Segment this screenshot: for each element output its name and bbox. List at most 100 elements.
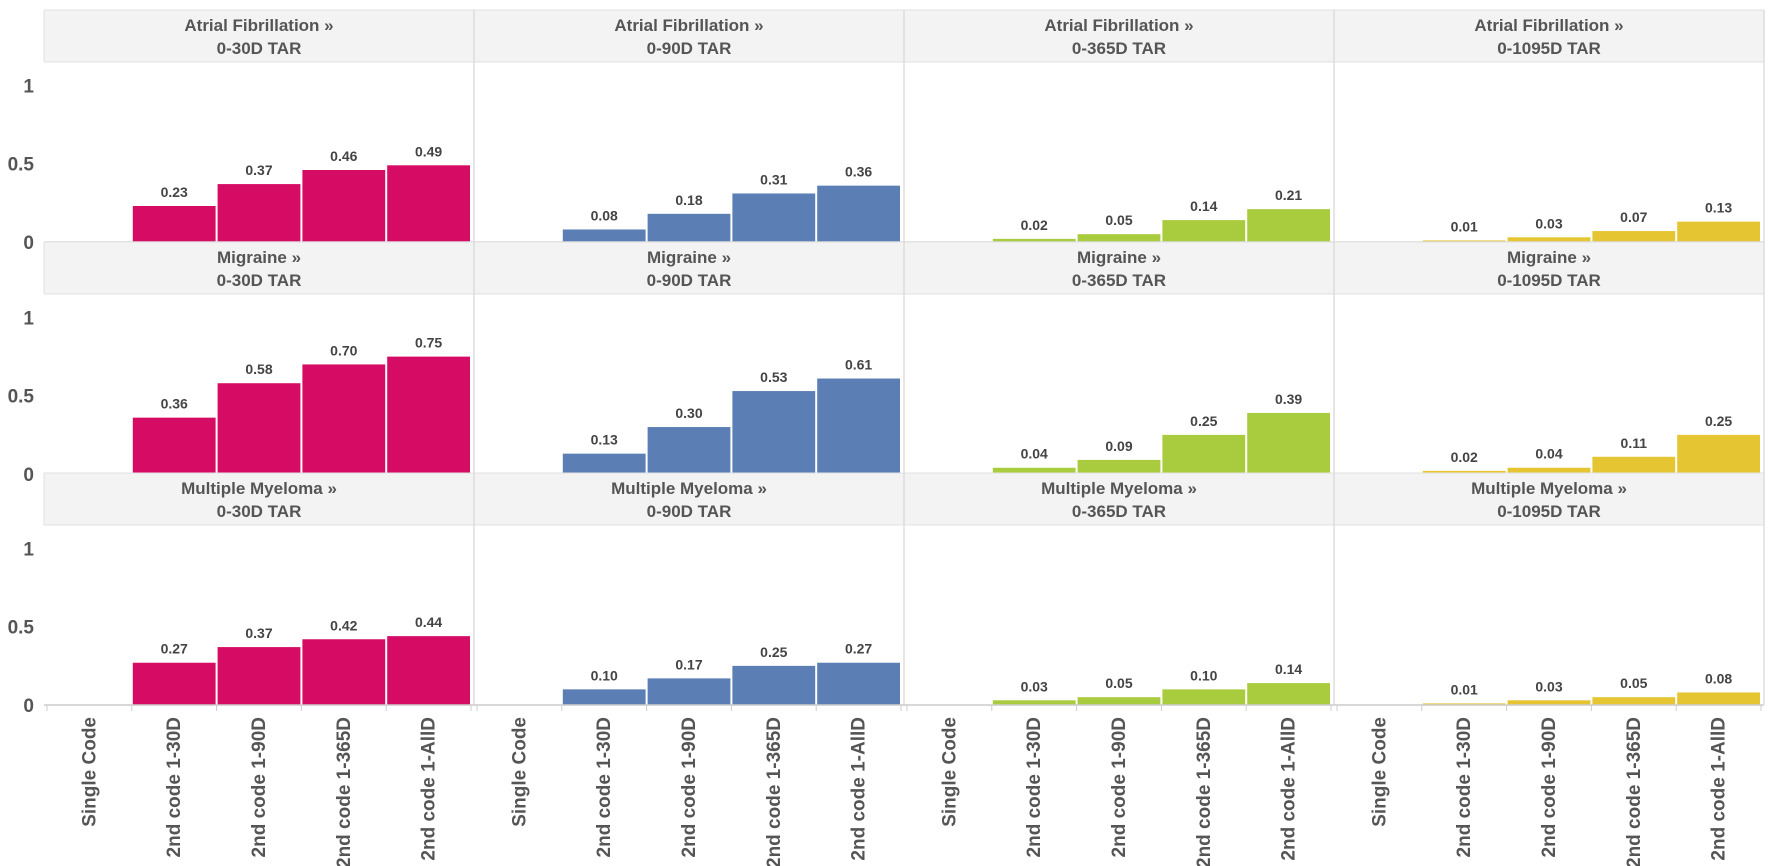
bar-value-label: 0.07 <box>1620 209 1647 225</box>
bar-value-label: 0.18 <box>675 192 702 208</box>
bar <box>387 356 470 474</box>
bar <box>1677 692 1760 705</box>
y-tick-label: 0 <box>23 696 34 717</box>
bar <box>217 383 301 474</box>
bar <box>1247 209 1330 242</box>
bar <box>732 665 816 705</box>
panel-row-title: Multiple Myeloma » <box>611 479 767 498</box>
bar-value-label: 0.13 <box>1705 200 1732 216</box>
bar-value-label: 0.37 <box>245 625 272 641</box>
bar-value-label: 0.53 <box>760 369 787 385</box>
bar-value-label: 0.13 <box>591 432 618 448</box>
bar <box>1592 697 1676 705</box>
bar-value-label: 0.44 <box>415 614 442 630</box>
y-tick-label: 0 <box>23 465 34 486</box>
panel-row-title: Atrial Fibrillation » <box>1474 16 1623 35</box>
panel-col-title: 0-90D TAR <box>647 502 732 521</box>
bar <box>1162 689 1246 705</box>
bar-value-label: 0.49 <box>415 143 442 159</box>
bar-value-label: 0.02 <box>1451 449 1478 465</box>
bar <box>1422 703 1506 705</box>
bar <box>302 364 386 474</box>
bar-value-label: 0.03 <box>1535 215 1562 231</box>
bar <box>992 700 1076 705</box>
bar <box>1507 237 1591 242</box>
panel-col-title: 0-1095D TAR <box>1497 39 1601 58</box>
panel-row-title: Migraine » <box>1077 248 1161 267</box>
panel-col-title: 0-90D TAR <box>647 271 732 290</box>
bar <box>217 647 301 705</box>
y-tick-label: 0.5 <box>8 387 35 408</box>
bar-value-label: 0.11 <box>1621 435 1648 451</box>
bar-value-label: 0.05 <box>1105 212 1132 228</box>
bar-value-label: 0.42 <box>330 617 357 633</box>
bar-value-label: 0.21 <box>1275 187 1302 203</box>
bar <box>1077 234 1161 242</box>
bar <box>817 662 900 705</box>
panel-col-title: 0-30D TAR <box>217 271 302 290</box>
panel-row-title: Migraine » <box>647 248 731 267</box>
x-category-label: 2nd code 1-30D <box>594 717 615 857</box>
y-tick-label: 0.5 <box>8 618 35 639</box>
bar-value-label: 0.14 <box>1275 661 1302 677</box>
bar-value-label: 0.25 <box>1705 413 1732 429</box>
panel-col-title: 0-90D TAR <box>647 39 732 58</box>
bar <box>1247 683 1330 705</box>
bar-value-label: 0.75 <box>415 335 442 351</box>
bar-value-label: 0.46 <box>330 148 357 164</box>
bar <box>817 185 900 242</box>
bar <box>992 238 1076 242</box>
x-category-label: 2nd code 1-AllD <box>419 717 440 861</box>
bar <box>302 170 386 242</box>
bar <box>1077 697 1161 705</box>
panel-col-title: 0-30D TAR <box>217 502 302 521</box>
bar-value-label: 0.31 <box>760 171 787 187</box>
panel-col-title: 0-365D TAR <box>1072 502 1166 521</box>
panel-row-title: Multiple Myeloma » <box>1041 479 1197 498</box>
bar <box>1507 700 1591 705</box>
bar <box>817 378 900 474</box>
y-tick-label: 1 <box>23 308 34 329</box>
bar-value-label: 0.10 <box>1190 667 1217 683</box>
panel-col-title: 0-1095D TAR <box>1497 271 1601 290</box>
bar-value-label: 0.08 <box>1705 670 1732 686</box>
x-category-label: 2nd code 1-30D <box>1024 717 1045 857</box>
bar-value-label: 0.23 <box>161 184 188 200</box>
bar-value-label: 0.14 <box>1190 198 1217 214</box>
bar <box>1162 434 1246 474</box>
x-category-label: Single Code <box>1369 717 1390 827</box>
bar-value-label: 0.61 <box>845 357 872 373</box>
x-category-label: 2nd code 1-365D <box>764 717 785 866</box>
bar <box>1507 467 1591 474</box>
x-category-label: 2nd code 1-90D <box>1539 717 1560 857</box>
bar-value-label: 0.04 <box>1535 446 1562 462</box>
bar-value-label: 0.25 <box>760 644 787 660</box>
bar <box>1592 231 1676 242</box>
x-category-label: 2nd code 1-365D <box>1624 717 1645 866</box>
panel-col-title: 0-1095D TAR <box>1497 502 1601 521</box>
x-category-label: 2nd code 1-365D <box>334 717 355 866</box>
panel-row-title: Multiple Myeloma » <box>181 479 337 498</box>
x-category-label: 2nd code 1-90D <box>679 717 700 857</box>
bar <box>562 453 646 474</box>
bar-value-label: 0.27 <box>161 641 188 657</box>
panel-row-title: Multiple Myeloma » <box>1471 479 1627 498</box>
panel-row-title: Atrial Fibrillation » <box>184 16 333 35</box>
x-category-label: Single Code <box>939 717 960 827</box>
bar-value-label: 0.27 <box>845 641 872 657</box>
bar <box>387 165 470 242</box>
bar <box>132 417 216 474</box>
bar <box>1422 240 1506 242</box>
panel-row-title: Atrial Fibrillation » <box>1044 16 1193 35</box>
bar <box>1592 456 1676 474</box>
panel-col-title: 0-365D TAR <box>1072 39 1166 58</box>
panel-col-title: 0-365D TAR <box>1072 271 1166 290</box>
x-category-label: 2nd code 1-AllD <box>849 717 870 861</box>
y-tick-label: 0 <box>23 233 34 254</box>
bar <box>732 391 816 474</box>
bar-value-label: 0.01 <box>1451 218 1478 234</box>
bar <box>387 636 470 705</box>
panel-row-title: Atrial Fibrillation » <box>614 16 763 35</box>
x-category-label: 2nd code 1-30D <box>164 717 185 857</box>
